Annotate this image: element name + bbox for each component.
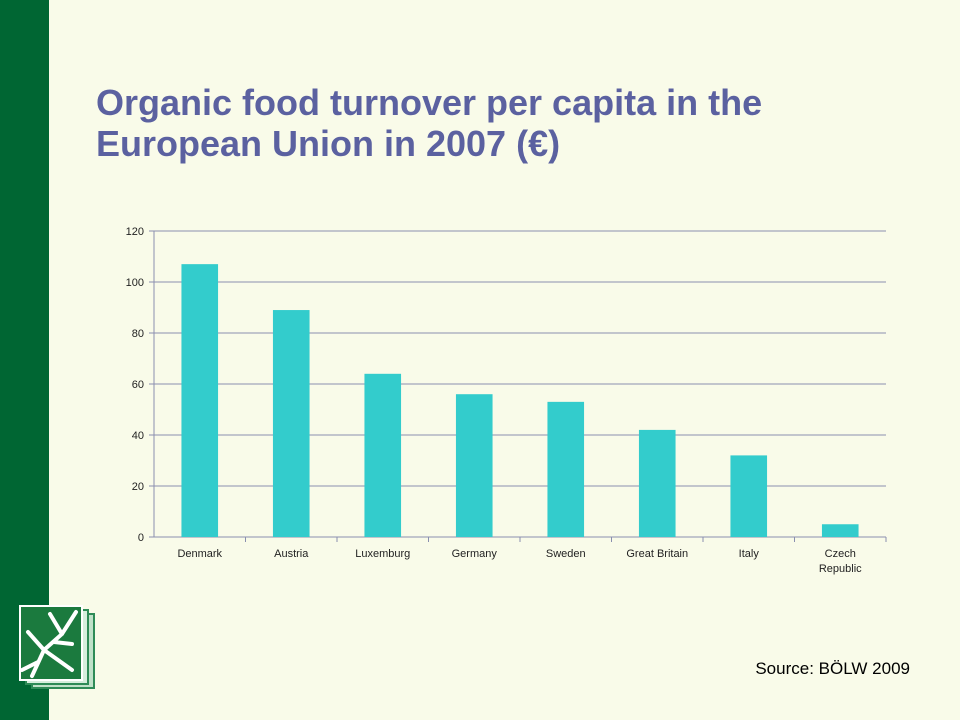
source-note: Source: BÖLW 2009 bbox=[755, 659, 910, 678]
x-tick-label: Italy bbox=[739, 548, 760, 560]
x-tick-label: Sweden bbox=[546, 548, 586, 560]
bar bbox=[272, 310, 310, 537]
y-tick-label: 40 bbox=[132, 430, 144, 442]
x-tick-label: Great Britain bbox=[626, 548, 688, 560]
bar-chart: 0 20 40 60 80 100 120 Denmark Austria Luxemburg Ge… bbox=[126, 226, 887, 575]
bar bbox=[730, 455, 768, 537]
tree-book-logo-icon bbox=[19, 605, 95, 689]
x-tick-label: Republic bbox=[819, 563, 862, 575]
x-tick-label: Denmark bbox=[177, 548, 222, 560]
bar bbox=[364, 373, 402, 537]
x-tick-label: Luxemburg bbox=[355, 548, 410, 560]
x-tick-label: Germany bbox=[452, 548, 498, 560]
y-tick-label: 100 bbox=[126, 277, 144, 289]
y-tick-label: 80 bbox=[132, 328, 144, 340]
x-tick-label: Czech bbox=[825, 548, 856, 560]
y-tick-label: 20 bbox=[132, 481, 144, 493]
page-title: Organic food turnover per capita in the … bbox=[96, 82, 763, 164]
green-sidebar bbox=[0, 0, 49, 720]
bar bbox=[638, 429, 676, 537]
y-tick-label: 0 bbox=[138, 532, 144, 544]
bar bbox=[547, 401, 585, 537]
bar bbox=[455, 394, 493, 537]
bar bbox=[821, 524, 859, 537]
y-tick-label: 120 bbox=[126, 226, 144, 238]
x-tick-label: Austria bbox=[274, 548, 309, 560]
bar bbox=[181, 264, 219, 537]
y-tick-label: 60 bbox=[132, 379, 144, 391]
